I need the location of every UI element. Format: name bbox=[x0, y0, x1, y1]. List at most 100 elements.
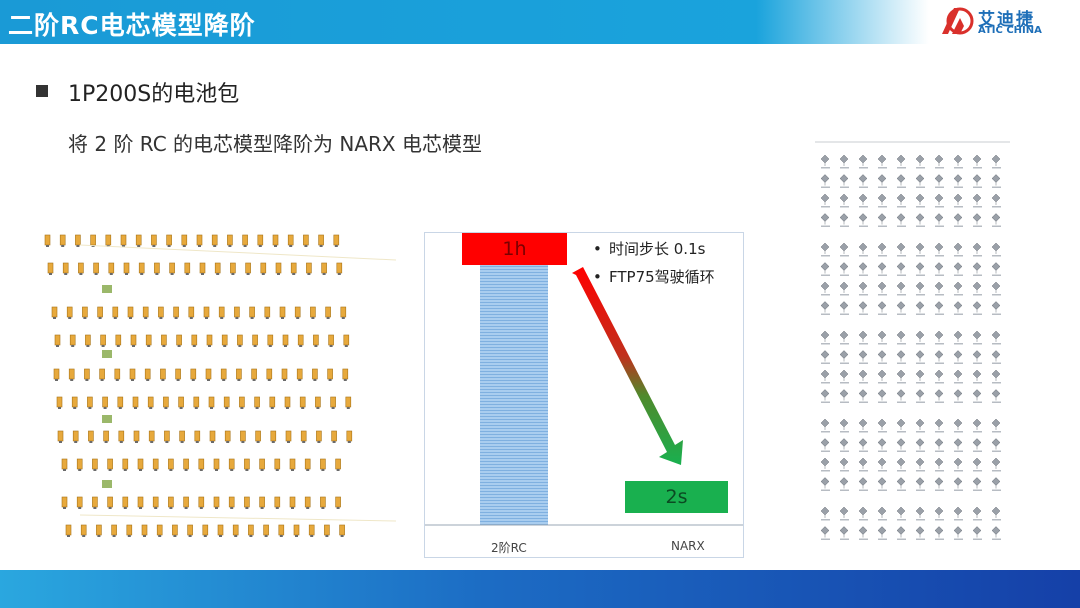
battery-cell-terminal bbox=[199, 469, 203, 471]
battery-cell-terminal bbox=[144, 317, 148, 319]
battery-cell bbox=[278, 524, 285, 536]
battery-cell-terminal bbox=[340, 535, 344, 537]
narx-block bbox=[896, 193, 906, 205]
battery-cell bbox=[147, 396, 154, 408]
narx-block bbox=[858, 242, 868, 254]
narx-block-caption bbox=[992, 470, 1001, 472]
battery-cell-terminal bbox=[264, 535, 268, 537]
battery-cell-terminal bbox=[135, 441, 138, 443]
narx-block-caption bbox=[840, 255, 849, 257]
narx-block-caption bbox=[878, 470, 887, 472]
narx-block-caption bbox=[973, 255, 982, 257]
battery-cell-terminal bbox=[167, 245, 171, 247]
narx-block bbox=[839, 526, 849, 538]
battery-cell bbox=[114, 368, 121, 380]
battery-cell-terminal bbox=[162, 345, 166, 347]
battery-cell-terminal bbox=[226, 441, 230, 443]
battery-cell-terminal bbox=[85, 379, 89, 381]
narx-block bbox=[820, 350, 830, 362]
battery-cell-terminal bbox=[131, 379, 134, 381]
battery-cell-terminal bbox=[170, 273, 174, 275]
narx-block-caption bbox=[973, 401, 982, 403]
battery-cell bbox=[194, 430, 201, 442]
narx-block-caption bbox=[897, 343, 906, 345]
narx-block bbox=[820, 389, 830, 401]
narx-block-caption bbox=[859, 538, 868, 540]
battery-cell bbox=[78, 262, 84, 274]
narx-block bbox=[896, 301, 906, 313]
battery-cell-terminal bbox=[78, 507, 82, 509]
narx-block bbox=[972, 213, 982, 225]
narx-block-caption bbox=[859, 225, 868, 227]
narx-block-caption bbox=[954, 538, 963, 540]
narx-block bbox=[858, 526, 868, 538]
battery-cell bbox=[76, 458, 83, 470]
narx-block bbox=[877, 506, 887, 518]
narx-block-caption bbox=[954, 343, 963, 345]
narx-block bbox=[877, 438, 887, 450]
narx-block bbox=[839, 154, 849, 166]
battery-cell-terminal bbox=[100, 379, 104, 381]
battery-cell bbox=[135, 234, 142, 246]
battery-cell bbox=[75, 234, 81, 246]
battery-cell-terminal bbox=[291, 507, 294, 509]
narx-block-caption bbox=[821, 206, 830, 208]
narx-block bbox=[896, 213, 906, 225]
narx-block bbox=[839, 477, 849, 489]
narx-block bbox=[896, 242, 906, 254]
narx-block-caption bbox=[859, 519, 868, 521]
narx-block bbox=[915, 242, 925, 254]
battery-cell-terminal bbox=[222, 379, 226, 381]
narx-block-caption bbox=[935, 225, 944, 227]
battery-cell bbox=[315, 396, 321, 408]
battery-cell-terminal bbox=[283, 379, 286, 381]
battery-cell bbox=[274, 458, 281, 470]
narx-block-caption bbox=[878, 362, 887, 364]
battery-cell bbox=[54, 334, 61, 346]
narx-block bbox=[934, 330, 944, 342]
narx-block-caption bbox=[878, 519, 887, 521]
narx-block-caption bbox=[878, 274, 887, 276]
battery-cell-terminal bbox=[301, 407, 305, 409]
battery-cell bbox=[342, 368, 349, 380]
narx-block bbox=[915, 154, 925, 166]
narx-block-caption bbox=[954, 450, 963, 452]
battery-cell-terminal bbox=[137, 245, 141, 247]
battery-cell bbox=[232, 524, 239, 536]
battery-cell-terminal bbox=[307, 273, 311, 275]
narx-block-caption bbox=[935, 382, 944, 384]
narx-block-caption bbox=[821, 538, 830, 540]
note-text: FTP75驾驶循环 bbox=[609, 268, 715, 286]
battery-cell-terminal bbox=[79, 273, 83, 275]
battery-cell bbox=[274, 496, 281, 508]
battery-cell-terminal bbox=[139, 469, 142, 471]
battery-cell bbox=[324, 524, 330, 536]
narx-block bbox=[915, 369, 925, 381]
battery-cell bbox=[107, 458, 113, 470]
narx-block-caption bbox=[954, 519, 963, 521]
battery-cell bbox=[213, 496, 220, 508]
narx-block bbox=[820, 301, 830, 313]
narx-block-caption bbox=[878, 431, 887, 433]
narx-block bbox=[820, 457, 830, 469]
battery-cell bbox=[339, 524, 345, 536]
narx-block-caption bbox=[840, 519, 849, 521]
battery-cell-terminal bbox=[211, 441, 214, 443]
narx-block-caption bbox=[916, 274, 925, 276]
narx-block-caption bbox=[916, 470, 925, 472]
battery-cell bbox=[169, 262, 175, 274]
battery-cell-terminal bbox=[292, 273, 296, 275]
narx-block-caption bbox=[878, 401, 887, 403]
narx-block bbox=[858, 301, 868, 313]
narx-block-caption bbox=[935, 167, 944, 169]
wire-line bbox=[79, 244, 397, 522]
battery-cell-terminal bbox=[140, 273, 144, 275]
narx-block-caption bbox=[916, 362, 925, 364]
battery-cell bbox=[115, 334, 122, 346]
narx-block bbox=[953, 457, 963, 469]
battery-cell bbox=[97, 306, 103, 318]
battery-cell bbox=[161, 334, 167, 346]
narx-block bbox=[934, 526, 944, 538]
narx-block bbox=[877, 330, 887, 342]
battery-cell bbox=[214, 262, 221, 274]
